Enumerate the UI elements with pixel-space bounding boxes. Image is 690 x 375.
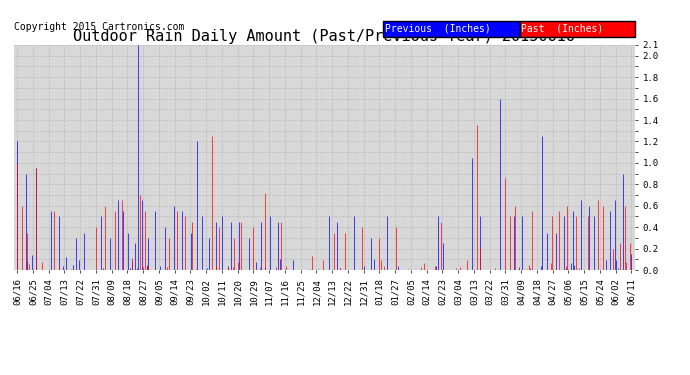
Text: Previous  (Inches): Previous (Inches) [384,24,491,34]
Title: Outdoor Rain Daily Amount (Past/Previous Year) 20150616: Outdoor Rain Daily Amount (Past/Previous… [73,29,575,44]
Text: Copyright 2015 Cartronics.com: Copyright 2015 Cartronics.com [14,21,184,32]
FancyBboxPatch shape [384,21,520,37]
FancyBboxPatch shape [520,21,635,37]
Text: Past  (Inches): Past (Inches) [521,24,604,34]
